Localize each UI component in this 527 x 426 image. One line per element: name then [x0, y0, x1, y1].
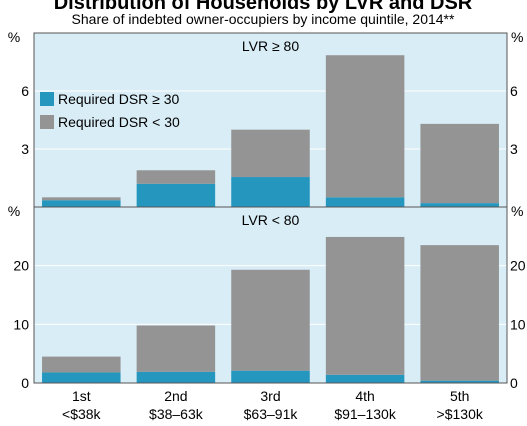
y-tick-label: 0	[21, 375, 29, 391]
legend-swatch	[40, 115, 54, 129]
panel-label: LVR ≥ 80	[242, 38, 299, 54]
bar-segment	[136, 183, 216, 207]
bar-segment	[325, 197, 405, 207]
chart-subtitle: Share of indebted owner-occupiers by inc…	[72, 11, 455, 27]
y-axis-unit: %	[8, 29, 20, 45]
y-tick-label: 3	[21, 141, 29, 157]
bar-segment	[42, 372, 121, 383]
x-tick-label: 5th	[450, 388, 469, 404]
y-axis-unit-right: %	[511, 203, 523, 219]
x-tick-label: 2nd	[164, 388, 187, 404]
bar-segment	[420, 203, 499, 207]
bar-segment	[325, 236, 405, 375]
bar-segment	[136, 170, 216, 184]
y-tick-label: 10	[13, 316, 29, 332]
y-axis-unit-right: %	[511, 29, 523, 45]
bar-segment	[42, 197, 121, 201]
y-tick-label: 20	[13, 258, 29, 274]
bar-segment	[231, 269, 310, 371]
bar-segment	[325, 55, 405, 198]
bar-segment	[420, 245, 499, 381]
chart-title: Distribution of Households by LVR and DS…	[54, 0, 473, 14]
x-tick-sublabel: >$130k	[437, 406, 484, 422]
bar-segment	[420, 123, 499, 204]
x-tick-sublabel: $63–91k	[244, 406, 299, 422]
y-tick-label-right: 10	[510, 316, 526, 332]
x-tick-sublabel: <$38k	[62, 406, 102, 422]
bar-segment	[420, 380, 499, 383]
bar-segment	[42, 200, 121, 207]
y-tick-label-right: 3	[510, 141, 518, 157]
legend-swatch	[40, 92, 54, 106]
x-tick-sublabel: $38–63k	[149, 406, 204, 422]
bar-segment	[231, 177, 310, 207]
bar-segment	[325, 374, 405, 383]
bar-segment	[231, 370, 310, 383]
x-tick-sublabel: $91–130k	[334, 406, 397, 422]
y-tick-label-right: 0	[510, 375, 518, 391]
bar-segment	[136, 325, 216, 372]
bar-segment	[42, 356, 121, 373]
y-tick-label: 6	[21, 83, 29, 99]
x-tick-label: 3rd	[260, 388, 280, 404]
x-tick-label: 4th	[355, 388, 374, 404]
y-tick-label-right: 6	[510, 83, 518, 99]
panel-label: LVR < 80	[242, 212, 300, 228]
x-tick-label: 1st	[72, 388, 91, 404]
plot-border	[33, 206, 508, 384]
bar-segment	[231, 129, 310, 178]
bar-segment	[136, 371, 216, 383]
legend-label: Required DSR < 30	[58, 114, 180, 130]
y-axis-unit: %	[8, 203, 20, 219]
y-tick-label-right: 20	[510, 258, 526, 274]
legend-label: Required DSR ≥ 30	[58, 91, 180, 107]
